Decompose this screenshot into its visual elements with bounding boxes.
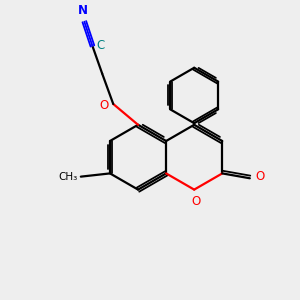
Text: O: O — [191, 195, 200, 208]
Text: O: O — [100, 99, 109, 112]
Text: C: C — [97, 40, 105, 52]
Text: CH₃: CH₃ — [58, 172, 78, 182]
Text: N: N — [78, 4, 88, 17]
Text: O: O — [255, 170, 264, 183]
